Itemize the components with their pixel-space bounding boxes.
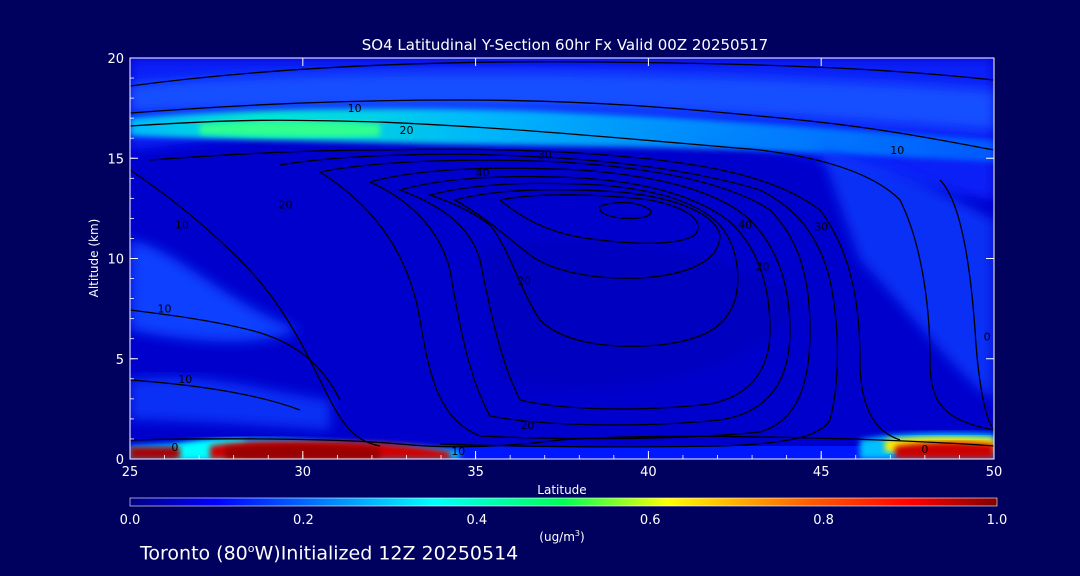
contour-line [453, 188, 721, 279]
colorbar-tick-label: 1.0 [987, 513, 1008, 528]
y-tick-label: 10 [107, 253, 124, 268]
colorbar-tick-label: 0.4 [466, 513, 487, 528]
x-tick-label: 50 [986, 465, 1003, 480]
contour-label: 40 [738, 218, 752, 231]
contour-label: 30 [538, 148, 552, 161]
contour-label: 30 [814, 220, 828, 233]
contour-line [130, 119, 994, 431]
contour-label: 20 [755, 261, 769, 274]
x-tick-label: 45 [813, 465, 830, 480]
contour-label: 20 [399, 124, 413, 137]
y-tick-label: 15 [107, 152, 124, 167]
contour-label: 10 [178, 373, 192, 386]
colorbar [129, 497, 998, 507]
contour-label: 10 [451, 445, 465, 458]
contour-label: 10 [348, 102, 362, 115]
contour-label: 0 [921, 443, 928, 456]
y-tick-label: 5 [116, 353, 124, 368]
y-axis-label: Altitude (km) [87, 219, 101, 298]
contour-line [318, 159, 811, 440]
contour-line [599, 201, 652, 220]
contour-line [427, 182, 739, 347]
contour-labels: 10 20 30 40 10 40 30 10 20 20 20 10 10 20 10 0 0 0 [158, 102, 991, 458]
x-tick-label: 30 [295, 465, 312, 480]
contour-line [498, 194, 699, 244]
x-axis: 25 30 35 40 45 50 [122, 58, 1003, 480]
colorbar-tick-label: 0.0 [120, 513, 141, 528]
x-tick-label: 40 [640, 465, 657, 480]
x-tick-label: 25 [122, 465, 139, 480]
y-axis: 0 5 10 15 20 [107, 52, 994, 468]
contour-label: 0 [984, 331, 991, 344]
contour-label: 10 [158, 303, 172, 316]
contour-line [368, 167, 791, 426]
contour-line [130, 61, 994, 87]
contour-line [130, 169, 381, 447]
colorbar-tick-label: 0.2 [293, 513, 314, 528]
contour-line [939, 179, 994, 431]
contour-line [130, 309, 341, 401]
contour-line [130, 435, 994, 448]
y-tick-label: 20 [107, 52, 124, 67]
init-info: Toronto (80oW)Initialized 12Z 20250514 [140, 542, 519, 565]
contour-label: 40 [476, 166, 490, 179]
contour-label: 10 [175, 218, 189, 231]
contour-lines [130, 61, 994, 448]
contour-label: 0 [171, 441, 178, 454]
contour-label: 20 [279, 198, 293, 211]
colorbar-tick-label: 0.8 [813, 513, 834, 528]
colorbar-ticks: 0.0 0.2 0.4 0.6 0.8 1.0 [120, 513, 1008, 528]
chart-title: SO4 Latitudinal Y-Section 60hr Fx Valid … [362, 36, 768, 54]
contour-label: 20 [517, 275, 531, 288]
contour-line [130, 99, 994, 151]
contour-line [397, 175, 771, 410]
contour-line [130, 379, 301, 411]
concentration-field [130, 58, 994, 459]
contour-label: 10 [890, 144, 904, 157]
y-tick-label: 0 [116, 453, 124, 468]
x-axis-label: Latitude [537, 483, 586, 497]
contour-line [149, 148, 901, 441]
x-tick-label: 35 [467, 465, 484, 480]
contour-line [279, 153, 839, 448]
colorbar-tick-label: 0.6 [640, 513, 661, 528]
contour-label: 20 [520, 419, 534, 432]
colorbar-label: (ug/m3) [539, 529, 584, 544]
